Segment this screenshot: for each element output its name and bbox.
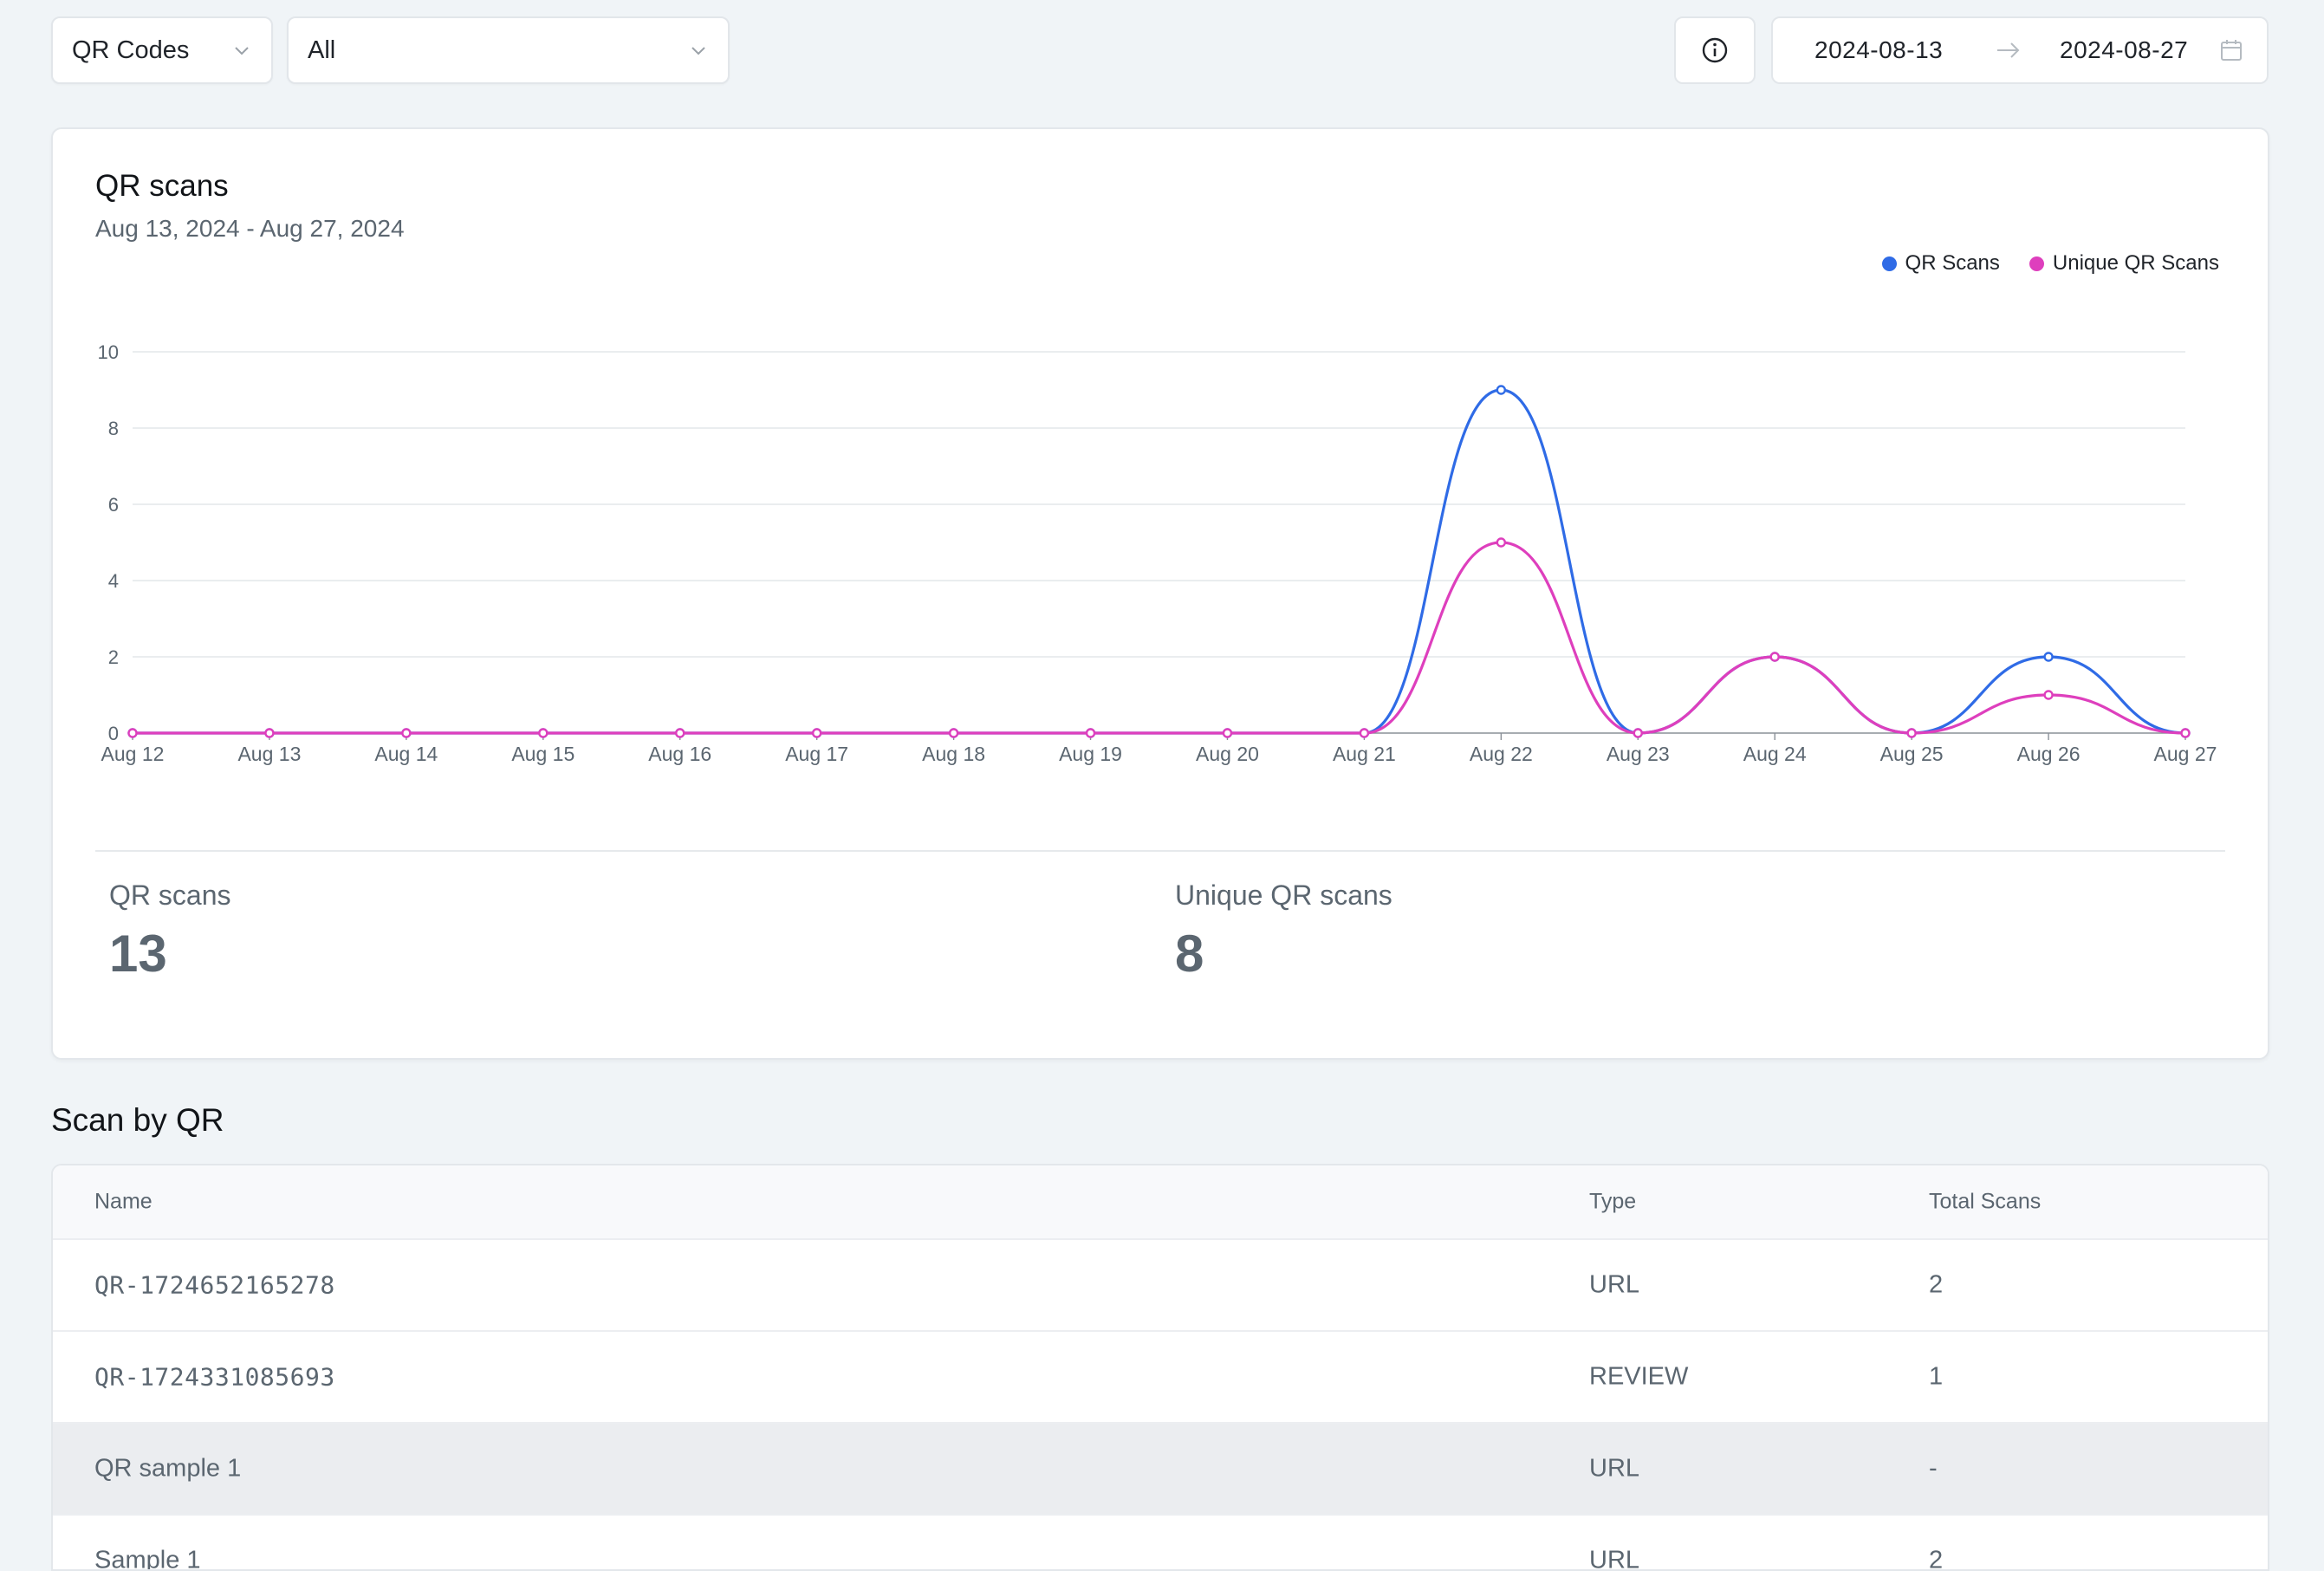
x-tick-label: Aug 18: [922, 743, 985, 765]
x-tick-label: Aug 24: [1743, 743, 1807, 765]
scans-line-chart: 0 2 4 6 8 10 Aug 12 Aug 13 Aug 14 Aug 15 Aug 16 Aug…: [53, 129, 2271, 788]
data-point-unique-qr-scans: [1087, 730, 1094, 737]
card-divider: [95, 850, 2225, 852]
stat-value-unique-qr-scans: 8: [1175, 924, 1392, 983]
section-title: Scan by QR: [51, 1102, 224, 1139]
row-type: URL: [1589, 1547, 1639, 1571]
end-date[interactable]: 2024-08-27: [2060, 36, 2188, 64]
x-tick-label: Aug 22: [1470, 743, 1533, 765]
legend-label-qr-scans: QR Scans: [1905, 251, 2000, 276]
table-row[interactable]: QR sample 1 URL -: [53, 1424, 2268, 1516]
x-tick-label: Aug 16: [648, 743, 711, 765]
y-tick-label: 4: [108, 570, 119, 592]
series-line-unique-qr-scans: [133, 542, 2185, 733]
item-select[interactable]: All: [287, 16, 730, 84]
column-header-name[interactable]: Name: [94, 1190, 153, 1215]
row-total-scans: 2: [1929, 1271, 1943, 1300]
column-header-type[interactable]: Type: [1589, 1190, 1636, 1215]
row-type: REVIEW: [1589, 1363, 1688, 1392]
x-tick-label: Aug 27: [2154, 743, 2217, 765]
data-point-unique-qr-scans: [1908, 730, 1916, 737]
row-total-scans: 2: [1929, 1547, 1943, 1571]
chart-legend: QR Scans Unique QR Scans: [1882, 251, 2219, 276]
legend-dot-qr-scans: [1882, 256, 1897, 271]
legend-item-qr-scans[interactable]: QR Scans: [1882, 251, 2000, 276]
info-icon: [1701, 36, 1729, 64]
info-button[interactable]: [1674, 16, 1756, 84]
stat-unique-qr-scans: Unique QR scans 8: [1175, 880, 1392, 983]
chevron-down-icon: [231, 40, 252, 61]
row-total-scans: 1: [1929, 1363, 1943, 1392]
row-total-scans: -: [1929, 1455, 1938, 1483]
category-select[interactable]: QR Codes: [51, 16, 273, 84]
legend-label-unique-qr-scans: Unique QR Scans: [2053, 251, 2219, 276]
row-name: QR sample 1: [94, 1455, 241, 1483]
series-line-qr-scans: [133, 390, 2185, 733]
data-point-unique-qr-scans: [539, 730, 547, 737]
legend-item-unique-qr-scans[interactable]: Unique QR Scans: [2029, 251, 2219, 276]
data-point-unique-qr-scans: [2182, 730, 2190, 737]
scan-by-qr-table: Name Type Total Scans QR-1724652165278 U…: [51, 1164, 2269, 1571]
x-tick-label: Aug 26: [2017, 743, 2081, 765]
data-point-unique-qr-scans: [1224, 730, 1231, 737]
data-point-unique-qr-scans: [402, 730, 410, 737]
row-type: URL: [1589, 1455, 1639, 1483]
data-point-unique-qr-scans: [676, 730, 684, 737]
arrow-right-icon: [1996, 40, 2022, 61]
x-tick-label: Aug 25: [1880, 743, 1944, 765]
stat-label-qr-scans: QR scans: [109, 880, 230, 912]
data-point-unique-qr-scans: [1634, 730, 1642, 737]
table-row[interactable]: Sample 1 URL 2: [53, 1516, 2268, 1571]
data-point-unique-qr-scans: [1360, 730, 1368, 737]
category-select-value: QR Codes: [72, 36, 189, 65]
data-point-unique-qr-scans: [265, 730, 273, 737]
table-row[interactable]: QR-1724652165278 URL 2: [53, 1240, 2268, 1332]
y-tick-label: 2: [108, 646, 119, 668]
x-tick-label: Aug 20: [1196, 743, 1259, 765]
data-point-qr-scans: [2045, 653, 2053, 661]
row-name: QR-1724652165278: [94, 1271, 335, 1300]
chevron-down-icon: [688, 40, 709, 61]
y-tick-label: 8: [108, 418, 119, 439]
data-point-qr-scans: [1497, 386, 1505, 394]
calendar-icon: [2219, 38, 2243, 62]
x-tick-label: Aug 23: [1607, 743, 1670, 765]
data-point-unique-qr-scans: [129, 730, 137, 737]
x-tick-label: Aug 15: [511, 743, 575, 765]
start-date[interactable]: 2024-08-13: [1814, 36, 1943, 64]
data-point-unique-qr-scans: [813, 730, 821, 737]
x-tick-label: Aug 13: [237, 743, 301, 765]
x-tick-label: Aug 19: [1059, 743, 1122, 765]
y-tick-label: 0: [108, 723, 119, 744]
stat-value-qr-scans: 13: [109, 924, 230, 983]
x-tick-label: Aug 14: [374, 743, 438, 765]
y-tick-label: 6: [108, 494, 119, 516]
stat-label-unique-qr-scans: Unique QR scans: [1175, 880, 1392, 912]
row-type: URL: [1589, 1271, 1639, 1300]
x-tick-label: Aug 21: [1333, 743, 1396, 765]
row-name: QR-1724331085693: [94, 1363, 335, 1392]
item-select-value: All: [308, 36, 335, 65]
x-tick-label: Aug 12: [101, 743, 165, 765]
data-point-unique-qr-scans: [2045, 691, 2053, 699]
x-tick-label: Aug 17: [785, 743, 848, 765]
data-point-unique-qr-scans: [1497, 539, 1505, 547]
table-header: Name Type Total Scans: [53, 1165, 2268, 1240]
row-name: Sample 1: [94, 1547, 201, 1571]
column-header-total-scans[interactable]: Total Scans: [1929, 1190, 2041, 1215]
date-range-picker[interactable]: 2024-08-13 2024-08-27: [1771, 16, 2269, 84]
y-tick-label: 10: [98, 341, 119, 363]
data-point-unique-qr-scans: [950, 730, 958, 737]
stat-qr-scans: QR scans 13: [109, 880, 230, 983]
legend-dot-unique-qr-scans: [2029, 256, 2044, 271]
table-row[interactable]: QR-1724331085693 REVIEW 1: [53, 1332, 2268, 1424]
data-point-unique-qr-scans: [1771, 653, 1779, 661]
